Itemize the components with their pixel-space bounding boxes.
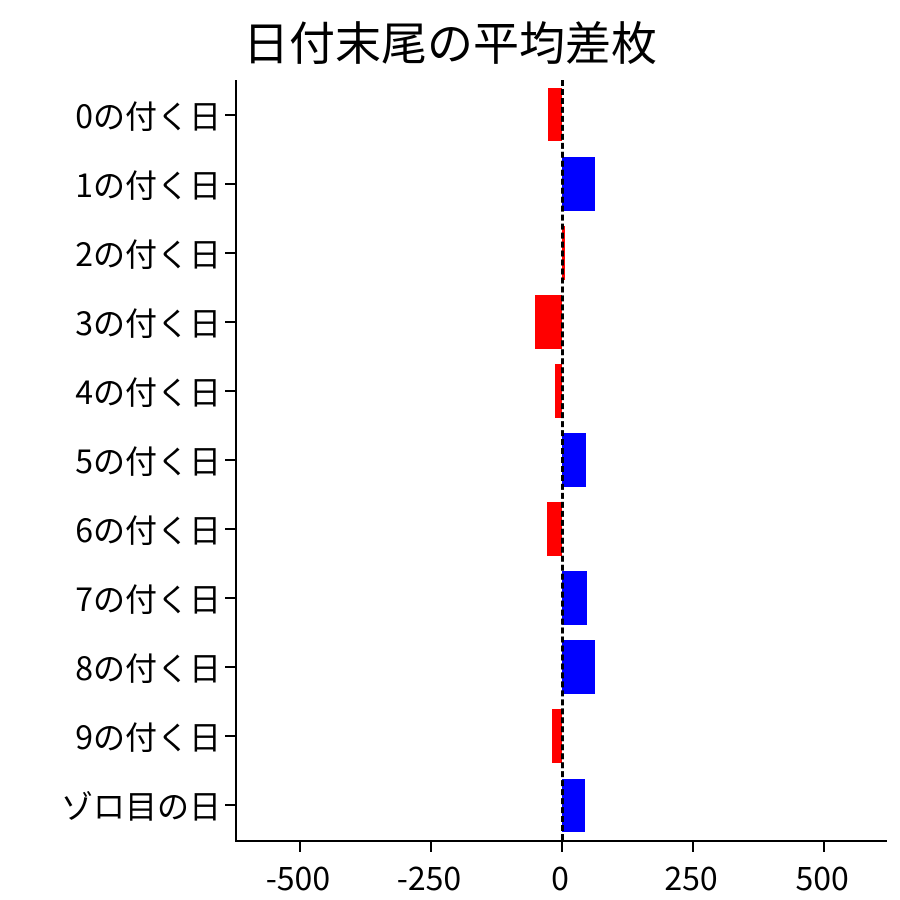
x-tick-label: 250	[664, 854, 717, 900]
y-tick-label: 8の付く日	[75, 644, 221, 690]
y-tick	[225, 666, 237, 668]
y-tick-label: 1の付く日	[75, 161, 221, 207]
y-tick	[225, 528, 237, 530]
y-tick	[225, 321, 237, 323]
y-tick	[225, 183, 237, 185]
bar	[562, 779, 585, 833]
y-tick-label: 2の付く日	[75, 230, 221, 276]
y-tick	[225, 804, 237, 806]
chart-root: 日付末尾の平均差枚 0の付く日 1の付く日 2の付く日 3の付く日 4の付く日 5の付く日…	[0, 0, 900, 900]
y-tick	[225, 252, 237, 254]
x-tick-label: 0	[551, 854, 569, 900]
zero-line	[561, 80, 564, 840]
x-tick-label: 500	[795, 854, 848, 900]
x-tick-label: -500	[266, 854, 330, 900]
y-tick-label: ゾロ目の日	[61, 782, 221, 828]
y-tick-label: 7の付く日	[75, 575, 221, 621]
bar	[535, 295, 562, 349]
bar	[562, 640, 595, 694]
y-tick-label: 9の付く日	[75, 713, 221, 759]
x-tick	[823, 840, 825, 852]
bar	[562, 157, 595, 211]
x-tick	[561, 840, 563, 852]
y-tick-label: 0の付く日	[75, 92, 221, 138]
y-tick	[225, 597, 237, 599]
x-tick	[692, 840, 694, 852]
x-tick	[430, 840, 432, 852]
y-tick-label: 4の付く日	[75, 368, 221, 414]
y-tick-label: 5の付く日	[75, 437, 221, 483]
plot-area	[235, 80, 887, 842]
y-tick-label: 3の付く日	[75, 299, 221, 345]
y-tick	[225, 114, 237, 116]
bar	[562, 571, 587, 625]
chart-title: 日付末尾の平均差枚	[0, 8, 900, 74]
y-tick-label: 6の付く日	[75, 506, 221, 552]
x-tick	[299, 840, 301, 852]
y-tick	[225, 459, 237, 461]
y-tick	[225, 735, 237, 737]
bar	[562, 433, 586, 487]
x-tick-label: -250	[397, 854, 461, 900]
y-tick	[225, 390, 237, 392]
